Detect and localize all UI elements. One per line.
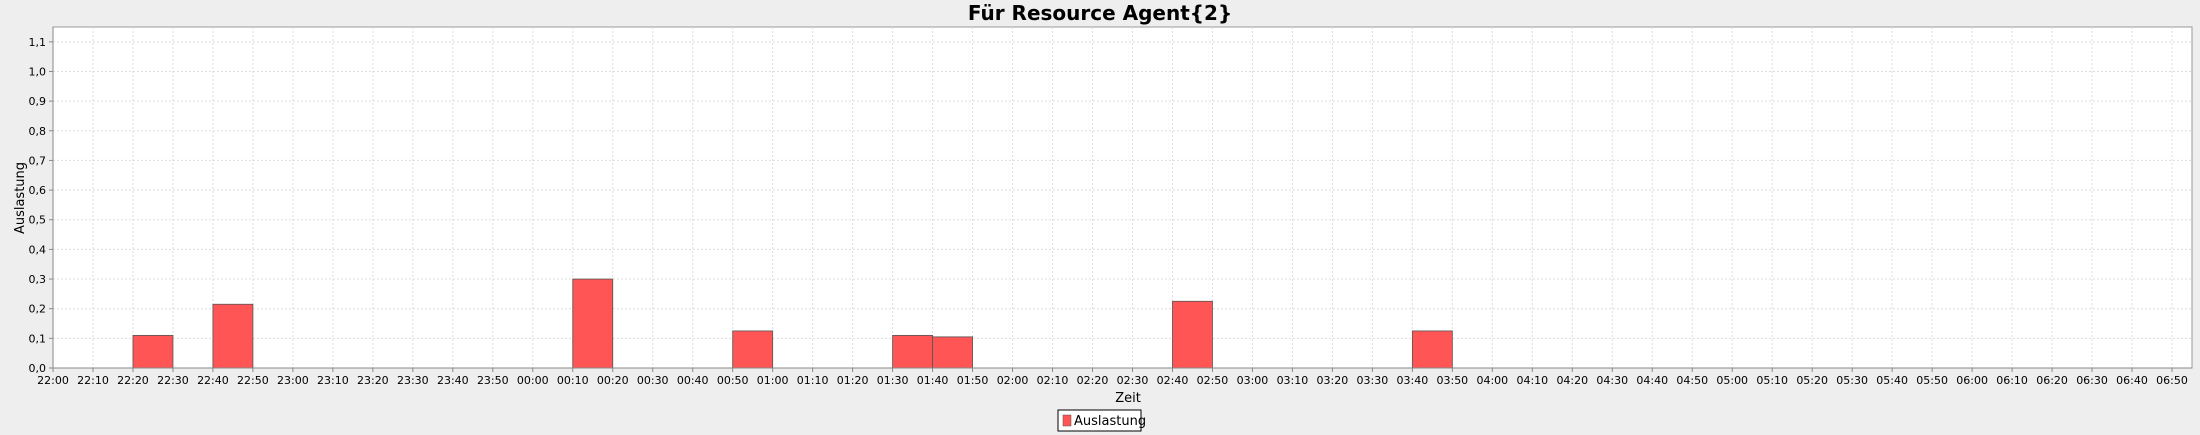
bar (132, 334, 174, 369)
y-tick-label: 0,2 (29, 303, 47, 316)
y-tick-label: 1,0 (29, 65, 47, 78)
legend: Auslastung (1057, 409, 1146, 432)
y-tick-label: 0,5 (29, 214, 47, 227)
x-tick-label: 04:20 (1556, 374, 1588, 387)
legend-box (1057, 409, 1142, 432)
bar-group (132, 278, 1453, 369)
x-tick-label: 05:30 (1836, 374, 1868, 387)
y-axis-label: Auslastung (13, 162, 28, 234)
plot-area (52, 26, 2193, 369)
x-tick-label: 05:20 (1796, 374, 1828, 387)
x-tick-label: 06:20 (2036, 374, 2068, 387)
x-tick-label: 23:50 (477, 374, 509, 387)
bar (212, 303, 254, 369)
bar (1172, 300, 1213, 369)
x-tick-label: 01:30 (877, 374, 909, 387)
bar (732, 330, 774, 369)
x-tick-label: 02:10 (1037, 374, 1069, 387)
x-tick-label: 02:20 (1077, 374, 1109, 387)
x-tick-label: 01:10 (797, 374, 829, 387)
y-tick-label: 0,1 (29, 332, 47, 345)
x-tick-label: 03:20 (1317, 374, 1349, 387)
legend-label: Auslastung (1074, 414, 1146, 429)
x-tick-label: 22:00 (37, 374, 69, 387)
x-tick-label: 23:40 (437, 374, 469, 387)
x-tick-label: 03:00 (1237, 374, 1269, 387)
x-tick-label: 03:40 (1397, 374, 1429, 387)
x-tick-label: 02:50 (1197, 374, 1229, 387)
grid-lines (53, 27, 2192, 368)
x-tick-label: 22:10 (77, 374, 109, 387)
x-tick-label: 06:40 (2116, 374, 2148, 387)
x-tick-label: 01:00 (757, 374, 789, 387)
x-tick-label: 03:50 (1436, 374, 1468, 387)
x-tick-label: 06:00 (1956, 374, 1988, 387)
x-tick-label: 22:50 (237, 374, 269, 387)
y-tick-label: 0,7 (29, 154, 47, 167)
x-tick-label: 05:10 (1756, 374, 1788, 387)
x-tick-label: 06:50 (2156, 374, 2188, 387)
y-tick-label: 0,9 (29, 95, 47, 108)
x-tick-label: 00:20 (597, 374, 629, 387)
y-tick-label: 0,3 (29, 273, 47, 286)
plot-background (52, 26, 2193, 369)
x-tick-label: 01:50 (957, 374, 989, 387)
x-tick-label: 23:30 (397, 374, 429, 387)
x-tick-label: 22:30 (157, 374, 189, 387)
x-tick-label: 00:50 (717, 374, 749, 387)
bar (892, 334, 933, 369)
x-tick-label: 02:40 (1157, 374, 1189, 387)
x-axis-label: Zeit (1115, 391, 1141, 406)
bar (572, 278, 614, 369)
x-tick-label: 02:30 (1117, 374, 1149, 387)
x-tick-label: 00:00 (517, 374, 549, 387)
y-tick-label: 0,4 (29, 243, 47, 256)
x-tick-label: 02:00 (997, 374, 1029, 387)
x-tick-label: 04:50 (1676, 374, 1708, 387)
chart-title: Für Resource Agent{2} (968, 1, 1232, 25)
y-axis: 0,0 0,1 0,2 0,3 0,4 0,5 0,6 0,7 0,8 0,9 1,0 1,1 (29, 27, 54, 375)
x-tick-label: 04:10 (1516, 374, 1548, 387)
x-tick-label: 05:40 (1876, 374, 1908, 387)
x-tick-label: 03:10 (1277, 374, 1309, 387)
x-tick-label: 01:40 (917, 374, 949, 387)
y-tick-label: 1,1 (29, 36, 47, 49)
x-tick-label: 01:20 (837, 374, 869, 387)
x-tick-label: 04:40 (1636, 374, 1668, 387)
bar (932, 336, 973, 369)
y-tick-label: 0,0 (29, 362, 47, 375)
y-tick-label: 0,8 (29, 125, 47, 138)
x-tick-label: 00:30 (637, 374, 669, 387)
x-tick-label: 22:40 (197, 374, 229, 387)
x-tick-label: 06:30 (2076, 374, 2108, 387)
x-tick-label: 06:10 (1996, 374, 2028, 387)
y-tick-label: 0,6 (29, 184, 47, 197)
x-tick-label: 04:00 (1476, 374, 1508, 387)
x-tick-label: 00:10 (557, 374, 589, 387)
x-tick-label: 00:40 (677, 374, 709, 387)
x-tick-label: 23:00 (277, 374, 309, 387)
x-axis: 22:00 22:10 22:20 22:30 22:40 22:50 23:00 23:10… (37, 367, 2192, 387)
x-tick-label: 23:20 (357, 374, 389, 387)
x-tick-label: 05:00 (1716, 374, 1748, 387)
legend-swatch (1062, 414, 1072, 427)
bar (1411, 330, 1453, 369)
x-tick-label: 05:50 (1916, 374, 1948, 387)
x-tick-label: 04:30 (1596, 374, 1628, 387)
x-tick-label: 22:20 (117, 374, 149, 387)
x-tick-label: 23:10 (317, 374, 349, 387)
x-tick-label: 03:30 (1357, 374, 1389, 387)
